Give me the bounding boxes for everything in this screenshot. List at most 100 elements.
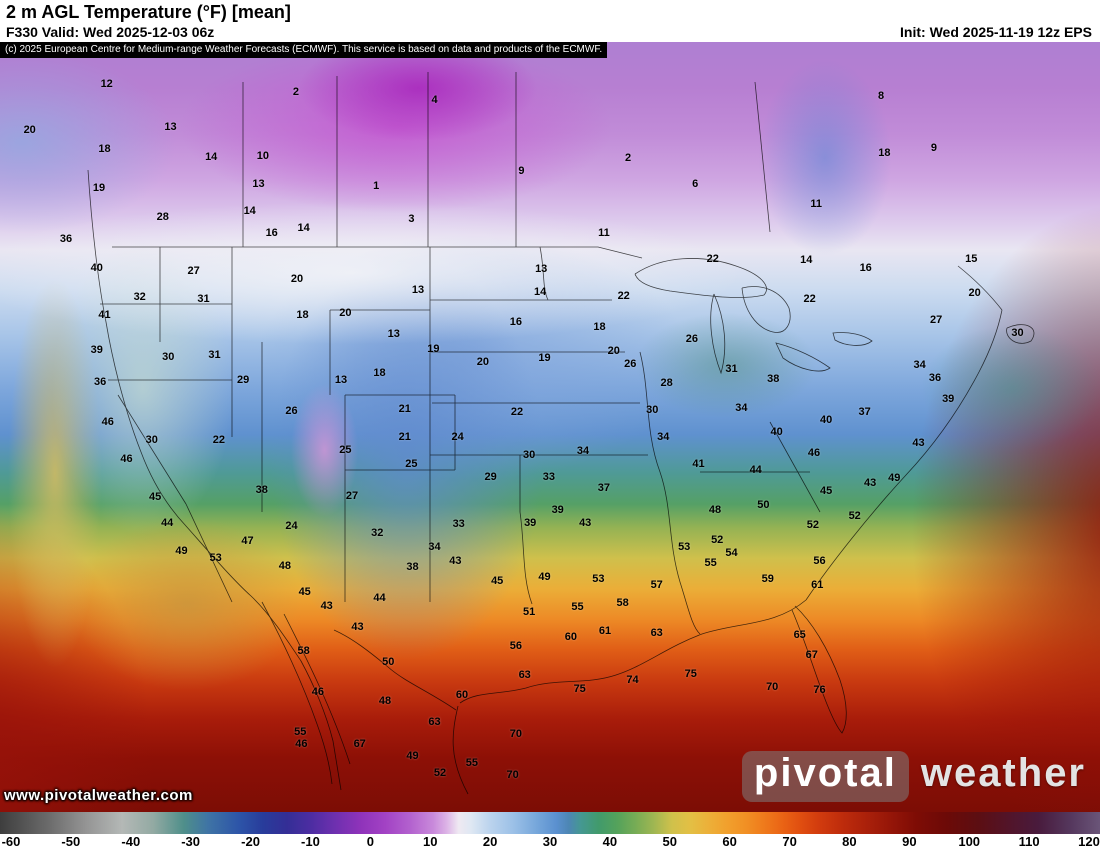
colorbar-ticks: -60 -50 -40 -30 -20 -10 0 10 20 30 40 50 60 70 80 90 100… bbox=[0, 834, 1100, 850]
temp-value-label: 70 bbox=[766, 681, 779, 694]
temp-value-label: 58 bbox=[297, 645, 310, 658]
temp-value-label: 52 bbox=[806, 518, 820, 531]
temp-value-label: 48 bbox=[278, 560, 292, 573]
temp-value-label: 13 bbox=[411, 283, 425, 296]
colorbar-tick-label: 80 bbox=[842, 834, 857, 849]
temp-value-label: 63 bbox=[650, 627, 663, 640]
temp-value-label: 18 bbox=[593, 320, 606, 333]
temp-value-label: 44 bbox=[749, 464, 762, 477]
temp-value-label: 45 bbox=[819, 484, 833, 497]
temp-value-label: 57 bbox=[650, 578, 663, 591]
temp-value-label: 25 bbox=[405, 457, 418, 470]
temp-value-label: 22 bbox=[706, 253, 719, 266]
temp-value-label: 39 bbox=[524, 517, 537, 530]
header-meta-row: F330 Valid: Wed 2025-12-03 06z Init: Wed… bbox=[6, 23, 1094, 41]
temp-value-label: 27 bbox=[345, 490, 359, 503]
province-border bbox=[754, 81, 771, 233]
temp-value-label: 13 bbox=[252, 177, 265, 190]
temp-value-label: 45 bbox=[298, 585, 311, 598]
valid-time-label: F330 Valid: Wed 2025-12-03 06z bbox=[6, 24, 215, 40]
colorbar-tick-label: -40 bbox=[121, 834, 141, 849]
temp-value-label: 20 bbox=[607, 344, 620, 357]
temp-value-label: 18 bbox=[373, 367, 386, 380]
pivotal-weather-logo: pivotal weather bbox=[741, 751, 1086, 802]
forecast-map[interactable]: 12 2 4 8 20 13 18 14 10 2 18 9 19 13 1 9 6 11 28 14 3 16 14 11 3… bbox=[0, 42, 1100, 812]
temp-value-label: 19 bbox=[92, 182, 106, 195]
temp-value-label: 14 bbox=[297, 222, 310, 235]
temp-value-label: 33 bbox=[452, 518, 465, 531]
temp-value-label: 49 bbox=[175, 544, 188, 557]
temp-value-label: 14 bbox=[533, 286, 547, 299]
temp-value-label: 40 bbox=[770, 425, 783, 438]
temp-value-label: 13 bbox=[164, 120, 177, 133]
temp-value-label: 43 bbox=[320, 599, 333, 612]
temp-value-label: 49 bbox=[538, 571, 551, 584]
temp-value-label: 24 bbox=[285, 520, 298, 533]
state-border bbox=[185, 503, 233, 603]
temp-value-label: 50 bbox=[382, 655, 395, 668]
attribution-banner: (c) 2025 European Centre for Medium-rang… bbox=[0, 42, 608, 58]
colorbar-tick-label: 0 bbox=[366, 834, 374, 849]
temp-value-label: 26 bbox=[685, 333, 699, 346]
rio-grande-border bbox=[333, 629, 457, 711]
lake-erie bbox=[775, 342, 831, 372]
temp-value-label: 43 bbox=[579, 517, 592, 530]
temp-value-label: 60 bbox=[455, 688, 469, 701]
colorbar-tick-label: 30 bbox=[542, 834, 558, 849]
temp-value-label: 30 bbox=[522, 448, 536, 461]
temp-value-label: 36 bbox=[928, 371, 942, 384]
temp-value-label: 48 bbox=[708, 504, 722, 517]
colorbar-gradient bbox=[0, 812, 1100, 834]
temp-value-label: 43 bbox=[912, 437, 925, 450]
temp-value-label: 38 bbox=[767, 373, 780, 386]
temp-value-label: 4 bbox=[431, 93, 438, 106]
temp-value-label: 29 bbox=[484, 471, 497, 484]
temp-value-label: 20 bbox=[339, 307, 352, 320]
temp-value-label: 31 bbox=[725, 363, 738, 376]
temp-value-label: 61 bbox=[811, 578, 824, 591]
temp-value-label: 18 bbox=[296, 309, 309, 322]
temp-value-label: 9 bbox=[930, 142, 937, 155]
temp-value-label: 19 bbox=[427, 343, 440, 356]
temp-value-label: 63 bbox=[428, 715, 441, 728]
init-time-label: Init: Wed 2025-11-19 12z EPS bbox=[900, 24, 1092, 40]
temp-value-label: 19 bbox=[538, 351, 551, 364]
temp-value-label: 51 bbox=[522, 605, 536, 618]
colorbar-tick-label: 90 bbox=[902, 834, 917, 849]
temp-value-label: 74 bbox=[626, 674, 639, 687]
temp-value-label: 16 bbox=[859, 262, 872, 275]
temp-value-label: 10 bbox=[256, 149, 270, 162]
temp-value-label: 56 bbox=[509, 639, 523, 652]
temp-value-label: 70 bbox=[509, 728, 523, 741]
temp-value-label: 32 bbox=[371, 527, 384, 540]
temp-value-label: 26 bbox=[285, 404, 298, 417]
lake-superior bbox=[634, 258, 767, 298]
state-border bbox=[117, 394, 187, 505]
logo-text-weather: weather bbox=[920, 751, 1086, 795]
temp-value-label: 14 bbox=[205, 150, 218, 163]
temp-value-label: 55 bbox=[294, 725, 307, 738]
temp-value-label: 27 bbox=[187, 264, 200, 277]
temp-value-label: 3 bbox=[408, 213, 415, 226]
temp-value-label: 53 bbox=[678, 541, 691, 554]
temp-value-label: 18 bbox=[98, 143, 111, 156]
temperature-colorbar: -60 -50 -40 -30 -20 -10 0 10 20 30 40 50 60 70 80 90 100… bbox=[0, 812, 1100, 850]
temp-value-label: 63 bbox=[518, 668, 531, 681]
temp-value-label: 49 bbox=[888, 471, 901, 484]
state-border bbox=[519, 455, 533, 605]
temp-value-label: 30 bbox=[145, 434, 158, 447]
temp-value-label: 58 bbox=[616, 597, 629, 610]
temp-value-label: 53 bbox=[592, 572, 605, 585]
temp-value-label: 37 bbox=[858, 406, 871, 419]
temp-value-label: 55 bbox=[571, 601, 584, 614]
temp-value-label: 43 bbox=[351, 621, 364, 634]
temp-value-label: 49 bbox=[406, 749, 419, 762]
temp-value-label: 46 bbox=[101, 416, 114, 429]
mississippi-river bbox=[639, 351, 701, 635]
temp-value-label: 41 bbox=[692, 457, 705, 470]
temp-value-label: 36 bbox=[93, 376, 107, 389]
colorbar-tick-label: 100 bbox=[958, 834, 981, 849]
temp-value-label: 39 bbox=[90, 344, 103, 356]
temp-value-label: 20 bbox=[23, 123, 36, 136]
temp-value-label: 28 bbox=[660, 377, 673, 390]
